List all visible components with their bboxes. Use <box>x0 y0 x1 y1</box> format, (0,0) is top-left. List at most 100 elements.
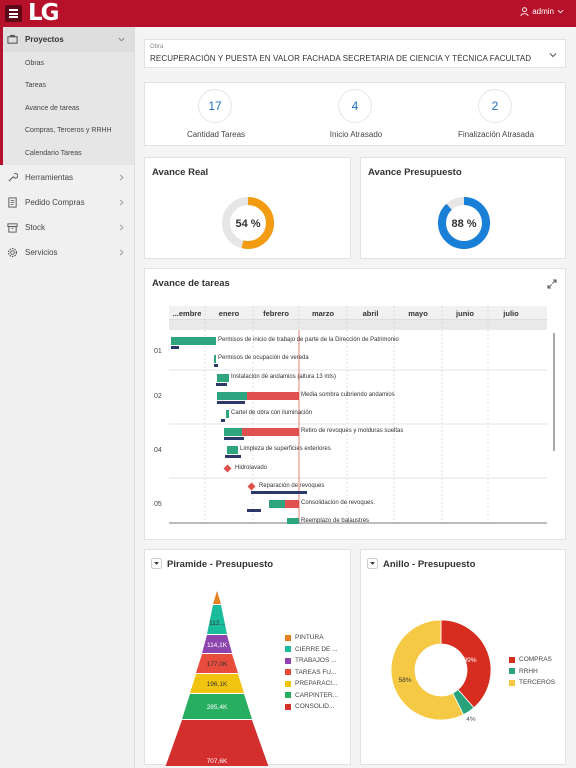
gantt-milestone[interactable] <box>247 482 256 491</box>
gantt-month: julio <box>503 309 519 318</box>
gantt-bar[interactable] <box>226 410 229 418</box>
gantt-bar[interactable] <box>217 392 247 400</box>
sidebar-subitem-label: Avance de tareas <box>25 104 80 112</box>
gantt-baseline <box>247 509 261 512</box>
donut-slice-terceros[interactable] <box>390 619 465 721</box>
sidebar: Proyectos Obras Tareas Avance de tareas … <box>0 27 135 768</box>
gauge-value: 54 % <box>235 218 260 230</box>
legend-item[interactable]: TRABAJOS ... <box>285 655 338 667</box>
sidebar-subitem-avance-de-tareas[interactable]: Avance de tareas <box>0 97 134 120</box>
sidebar-item-label: Herramientas <box>25 172 74 182</box>
pyramid-label: 114,1K <box>207 642 228 649</box>
sidebar-subitem-tareas[interactable]: Tareas <box>0 74 134 97</box>
pyramid-segment-preparacion[interactable] <box>190 674 244 693</box>
gantt-month: mayo <box>408 309 428 318</box>
gantt-bar[interactable] <box>224 428 242 436</box>
gantt-month: enero <box>218 309 240 318</box>
legend-swatch <box>509 679 515 686</box>
gantt-bar-delayed[interactable] <box>285 500 299 508</box>
gantt-scrollbar[interactable] <box>553 333 555 451</box>
stat-value: 17 <box>198 89 232 123</box>
pyramid-segment-pintura[interactable] <box>213 591 221 604</box>
avance-presupuesto-panel: Avance Presupuesto 88 % <box>360 157 566 259</box>
stat-inicio-atrasado: 4 Inicio Atrasado <box>286 83 426 145</box>
legend-item[interactable]: COMPRAS <box>509 654 555 666</box>
sidebar-subitem-calendario[interactable]: Calendario Tareas <box>0 142 134 165</box>
gantt-bar[interactable] <box>171 337 216 345</box>
avance-presupuesto-gauge: 88 % <box>438 197 490 249</box>
document-icon <box>8 196 17 208</box>
legend-item[interactable]: TERCEROS <box>509 677 555 689</box>
legend-swatch <box>509 656 515 663</box>
expand-icon[interactable] <box>547 279 557 289</box>
legend-label: TERCEROS <box>519 679 556 687</box>
pyramid-segment-trabajos[interactable] <box>202 635 232 653</box>
legend-item[interactable]: CARPINTER... <box>285 690 338 702</box>
legend-item[interactable]: CIERRE DE ... <box>285 644 338 656</box>
sidebar-item-herramientas[interactable]: Herramientas <box>0 165 134 190</box>
legend-label: RRHH <box>519 667 538 675</box>
legend-item[interactable]: RRHH <box>509 666 555 678</box>
legend-label: PINTURA <box>295 634 324 642</box>
sidebar-item-stock[interactable]: Stock <box>0 215 134 240</box>
pyramid-segment-consolidacion[interactable] <box>161 720 273 766</box>
app-logo[interactable]: LG <box>28 0 60 26</box>
gantt-bar[interactable] <box>217 374 229 382</box>
legend-item[interactable]: CONSOLID... <box>285 701 338 713</box>
pyramid-segment-carpinteria[interactable] <box>182 694 252 719</box>
gantt-baseline <box>251 491 307 494</box>
pyramid-segment-tareas[interactable] <box>196 654 238 673</box>
legend-item[interactable]: TAREAS FU... <box>285 667 338 679</box>
pyramid-legend: PINTURA CIERRE DE ... TRABAJOS ... TAREA… <box>285 632 338 713</box>
pyramid-label: 285,4K <box>207 704 228 711</box>
gantt-row-label: 05 <box>154 501 162 508</box>
menu-line <box>9 12 18 15</box>
chevron-right-icon <box>119 224 124 230</box>
user-menu[interactable]: admin <box>520 7 564 16</box>
obra-value: RECUPERACIÓN Y PUESTA EN VALOR FACHADA S… <box>150 54 532 63</box>
legend-swatch <box>285 680 291 687</box>
sidebar-item-servicios[interactable]: Servicios <box>0 240 134 265</box>
obra-select[interactable]: Obra RECUPERACIÓN Y PUESTA EN VALOR FACH… <box>144 39 566 68</box>
gantt-bar-delayed[interactable] <box>242 428 299 436</box>
gantt-bar-delayed[interactable] <box>247 392 299 400</box>
gantt-month: marzo <box>311 309 335 318</box>
legend-item[interactable]: PREPARACI... <box>285 678 338 690</box>
sidebar-subitem-obras[interactable]: Obras <box>0 52 134 75</box>
sidebar-item-pedido-compras[interactable]: Pedido Compras <box>0 190 134 215</box>
sidebar-item-label: Pedido Compras <box>25 197 85 207</box>
gantt-milestone[interactable] <box>223 464 232 473</box>
collapse-toggle-icon[interactable] <box>151 558 162 569</box>
donut-label-compras: 39% <box>463 657 476 664</box>
menu-line <box>9 16 18 18</box>
gantt-bar[interactable] <box>287 518 299 524</box>
donut-chart: 39% 4% 58% <box>390 619 492 723</box>
sidebar-item-label: Proyectos <box>25 35 64 44</box>
gantt-bar[interactable] <box>214 355 216 363</box>
gantt-bar[interactable] <box>227 446 238 454</box>
collapse-toggle-icon[interactable] <box>367 558 378 569</box>
gantt-task-label: Media sombra cubriendo andamios <box>301 392 395 398</box>
legend-item[interactable]: PINTURA <box>285 632 338 644</box>
legend-label: TRABAJOS ... <box>295 657 337 665</box>
sidebar-subitem-label: Calendario Tareas <box>25 149 82 157</box>
legend-label: CONSOLID... <box>295 703 335 711</box>
legend-label: COMPRAS <box>519 656 552 664</box>
gantt-month: junio <box>456 309 474 318</box>
sidebar-item-proyectos[interactable]: Proyectos <box>0 27 134 52</box>
sidebar-subitem-compras[interactable]: Compras, Terceros y RRHH <box>0 119 134 142</box>
gantt-task-label: Hidrolavado <box>235 465 268 471</box>
stat-label: Finalización Atrasada <box>457 130 535 139</box>
chevron-down-icon <box>118 37 125 42</box>
piramide-panel: Piramide - Presupuesto 112... 114,1K 177… <box>144 549 351 766</box>
panel-title: Avance Real <box>152 167 209 178</box>
gantt-task-label: Permisos de ocupación de vereda <box>218 355 309 361</box>
donut-slice-compras[interactable] <box>440 619 492 709</box>
hamburger-menu-button[interactable] <box>5 5 22 22</box>
top-bar: LG admin <box>0 0 576 27</box>
pyramid-segment-cierre[interactable] <box>207 605 227 634</box>
pyramid-chart: 112... 114,1K 177,0K 196,1K 285,4K 707,6… <box>161 591 273 766</box>
gantt-baseline <box>224 437 244 440</box>
gantt-bar[interactable] <box>269 500 285 508</box>
legend-swatch <box>285 669 291 676</box>
